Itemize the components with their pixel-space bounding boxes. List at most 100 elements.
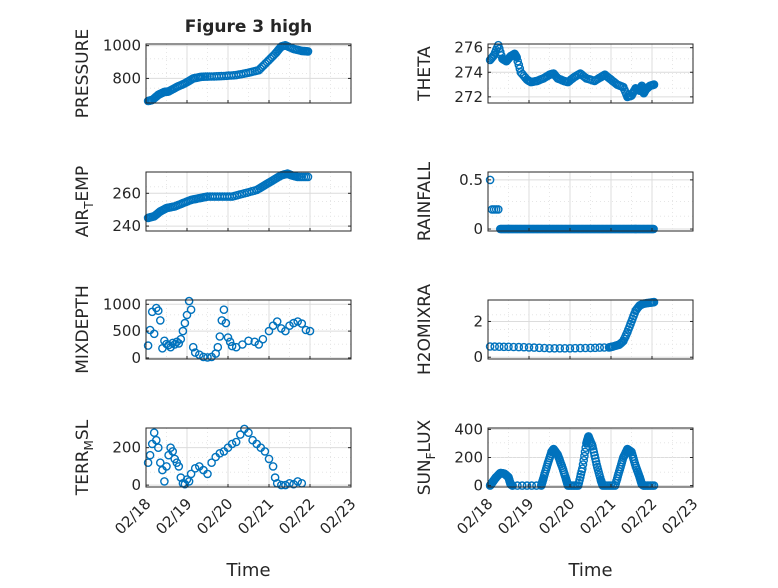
data-point xyxy=(490,342,500,351)
axes-frame xyxy=(487,43,694,104)
y-tick-label: 260 xyxy=(112,184,141,202)
x-tick-label: 02/19 xyxy=(152,495,195,538)
data-point xyxy=(231,437,241,447)
data-point xyxy=(512,53,522,62)
data-point xyxy=(264,326,274,336)
y-axis-label-part: LUX xyxy=(415,419,435,452)
data-point xyxy=(254,340,264,349)
plot-area xyxy=(488,172,693,231)
data-point xyxy=(586,343,595,353)
x-axis-label: Time xyxy=(567,560,612,581)
data-point xyxy=(545,343,554,353)
data-point xyxy=(149,329,159,339)
data-point xyxy=(649,80,659,89)
axes-air_temp: 240 260 AIRTEMP xyxy=(73,166,352,237)
axes-pressure: 800 1000 PRESSURE Figure 3 high xyxy=(73,17,352,118)
data-point xyxy=(303,47,313,56)
x-tick-label: 02/21 xyxy=(234,495,277,538)
data-point xyxy=(540,343,549,353)
data-point xyxy=(207,458,216,468)
y-tick-label: 276 xyxy=(454,39,483,57)
data-point xyxy=(581,343,590,353)
data-point xyxy=(176,334,186,344)
y-axis-label: H2OMIXRA xyxy=(415,284,435,375)
data-point xyxy=(213,342,223,352)
data-point xyxy=(194,350,204,360)
data-point xyxy=(527,481,537,490)
y-tick-label: 500 xyxy=(112,322,141,340)
data-point xyxy=(504,342,513,352)
data-point xyxy=(513,481,522,490)
data-point xyxy=(649,224,658,234)
y-axis-label-part: AIR xyxy=(73,209,93,238)
data-point xyxy=(517,481,527,490)
y-tick-label: 272 xyxy=(454,88,483,106)
axes-frame xyxy=(145,171,352,232)
y-axis-label-part: EMP xyxy=(73,166,93,202)
y-axis-label: SUNFLUX xyxy=(415,419,438,495)
axes-h2omixra: 0 2 H2OMIXRA xyxy=(415,284,694,375)
y-tick-label: 200 xyxy=(112,439,141,457)
data-point xyxy=(264,454,274,464)
data-point xyxy=(649,481,659,490)
data-point xyxy=(514,342,524,352)
y-tick-label: 0 xyxy=(131,476,141,494)
y-tick-label: 200 xyxy=(454,449,483,467)
data-point xyxy=(305,326,315,336)
data-point xyxy=(289,318,298,328)
data-point xyxy=(485,342,495,351)
y-axis-label-part: SL xyxy=(73,419,93,440)
data-point xyxy=(485,175,495,185)
y-tick-label: 800 xyxy=(112,69,141,87)
data-point xyxy=(270,473,280,482)
data-point xyxy=(199,352,208,362)
data-point xyxy=(565,343,575,353)
axes-frame xyxy=(145,299,352,360)
data-point xyxy=(303,172,313,182)
y-axis-label-part: THETA xyxy=(415,46,435,102)
x-tick-label: 02/19 xyxy=(494,495,537,538)
series-markers xyxy=(485,297,659,353)
series-markers xyxy=(143,41,313,106)
axes-frame xyxy=(145,43,352,104)
data-point xyxy=(579,455,589,465)
axes-frame xyxy=(487,171,694,232)
data-point xyxy=(578,464,587,474)
series-markers xyxy=(485,432,659,490)
data-point xyxy=(522,481,532,490)
x-axis-label: Time xyxy=(225,560,270,581)
data-point xyxy=(570,343,580,353)
data-point xyxy=(164,340,173,350)
y-axis-label-part: SUN xyxy=(415,459,435,495)
data-point xyxy=(580,451,589,461)
data-point xyxy=(221,318,231,328)
y-axis-label: AIRTEMP xyxy=(73,166,96,237)
y-tick-label: 274 xyxy=(454,63,483,81)
data-point xyxy=(227,341,237,351)
data-point xyxy=(186,305,196,315)
y-axis-label-part: T xyxy=(82,201,96,210)
data-point xyxy=(188,342,198,352)
x-tick-label: 02/23 xyxy=(316,495,359,538)
data-point xyxy=(153,443,163,453)
y-axis-label: PRESSURE xyxy=(73,29,93,118)
data-point xyxy=(174,339,184,348)
data-point xyxy=(174,462,184,471)
y-axis-label-part: MIXDEPTH xyxy=(73,285,93,374)
y-axis-label-part: F xyxy=(424,452,438,459)
axes-rainfall: 0 0.5 RAINFALL xyxy=(415,161,694,241)
data-point xyxy=(493,205,503,214)
series-markers xyxy=(143,424,307,490)
data-point xyxy=(227,439,237,449)
data-point xyxy=(190,348,200,357)
data-point xyxy=(184,296,194,306)
y-tick-label: 2 xyxy=(473,312,483,330)
data-point xyxy=(276,480,286,490)
data-point xyxy=(519,342,529,352)
data-point xyxy=(529,343,539,352)
y-tick-label: 0 xyxy=(131,349,141,367)
